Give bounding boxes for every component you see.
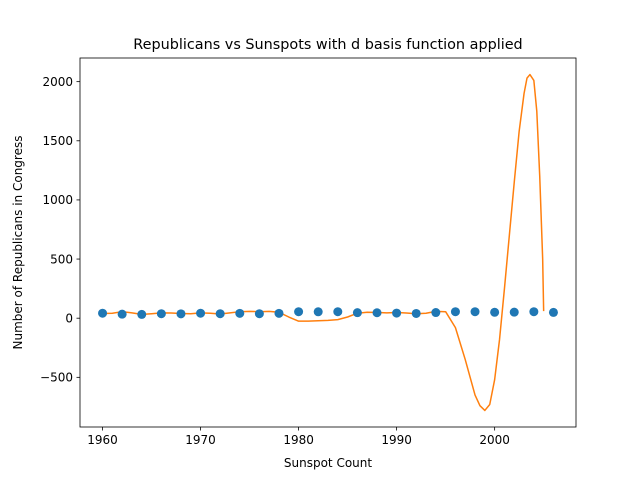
chart-title: Republicans vs Sunspots with d basis fun… xyxy=(133,37,522,53)
data-point xyxy=(352,308,362,318)
data-point xyxy=(470,307,480,317)
data-point xyxy=(372,308,382,318)
data-point xyxy=(235,308,245,318)
data-point xyxy=(156,309,166,319)
data-point xyxy=(411,308,421,318)
data-point xyxy=(313,307,323,317)
data-point xyxy=(254,309,264,319)
fit-curve-line xyxy=(102,73,545,412)
data-point xyxy=(333,307,343,317)
x-tick-label: 2000 xyxy=(479,433,510,447)
data-point xyxy=(98,308,108,318)
fit-curve-layer xyxy=(102,73,545,412)
data-point xyxy=(294,307,304,317)
y-tick-label: −500 xyxy=(40,371,73,385)
axes-frame xyxy=(79,57,577,428)
x-tick-label: 1970 xyxy=(185,433,216,447)
data-point xyxy=(529,307,539,317)
x-tick-label: 1980 xyxy=(283,433,314,447)
data-point xyxy=(431,308,441,318)
y-tick-label: 1500 xyxy=(42,134,73,148)
y-axis-label: Number of Republicans in Congress xyxy=(11,136,25,350)
y-tick-label: 0 xyxy=(65,311,73,325)
data-point xyxy=(196,308,206,318)
x-axis-label: Sunspot Count xyxy=(284,456,372,470)
data-point xyxy=(117,309,127,319)
y-tick-label: 1000 xyxy=(42,193,73,207)
data-points-layer xyxy=(98,307,558,319)
y-axis-ticks: −500 0 500 1000 1500 2000 xyxy=(40,75,80,385)
data-point xyxy=(392,308,402,318)
data-point xyxy=(176,309,186,319)
data-point xyxy=(137,309,147,319)
data-point xyxy=(548,307,558,317)
x-tick-label: 1960 xyxy=(87,433,118,447)
x-axis-ticks: 1960 1970 1980 1990 2000 xyxy=(87,427,510,447)
y-tick-label: 500 xyxy=(50,252,73,266)
data-point xyxy=(274,308,284,318)
x-tick-label: 1990 xyxy=(381,433,412,447)
data-point xyxy=(490,307,500,317)
data-point xyxy=(215,309,225,319)
data-point xyxy=(509,307,519,317)
y-tick-label: 2000 xyxy=(42,75,73,89)
data-point xyxy=(450,307,460,317)
